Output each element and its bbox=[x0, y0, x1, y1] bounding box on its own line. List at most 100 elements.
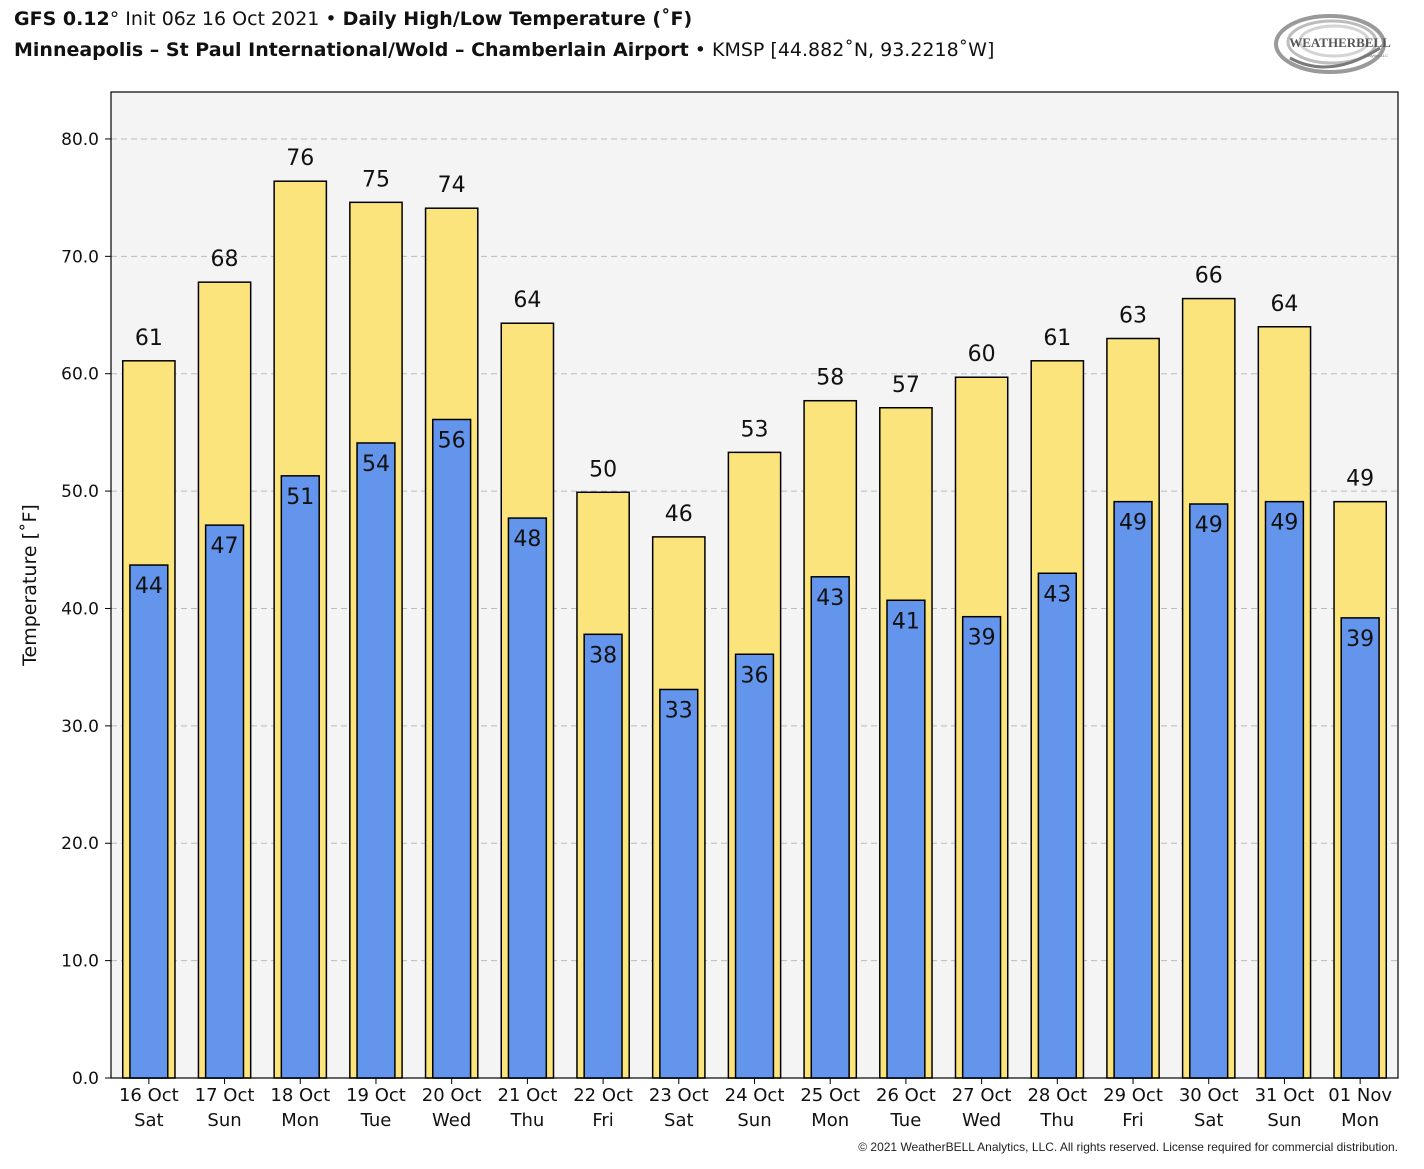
model-degree: ° bbox=[109, 8, 120, 30]
high-temp-label: 63 bbox=[1119, 304, 1147, 329]
y-tick-label: 60.0 bbox=[61, 365, 99, 385]
low-temp-label: 38 bbox=[589, 643, 617, 668]
x-tick-label-date: 24 Oct bbox=[725, 1085, 785, 1106]
subtitle-separator: • bbox=[688, 39, 713, 61]
low-temp-label: 49 bbox=[1119, 511, 1147, 536]
x-tick-label-day: Fri bbox=[1122, 1110, 1143, 1131]
x-tick-label-day: Thu bbox=[509, 1110, 544, 1131]
x-tick-label-day: Sun bbox=[207, 1110, 241, 1131]
low-temp-bar bbox=[583, 633, 623, 1079]
low-temp-label: 43 bbox=[1043, 582, 1071, 607]
weatherbell-logo: WEATHERBELL Analytics LLC bbox=[1274, 14, 1391, 74]
high-temp-label: 53 bbox=[741, 417, 769, 442]
y-tick-label: 40.0 bbox=[61, 599, 99, 619]
low-temp-label: 33 bbox=[665, 698, 693, 723]
low-temp-bar bbox=[129, 564, 169, 1079]
low-temp-label: 48 bbox=[513, 527, 541, 552]
x-tick-label-date: 27 Oct bbox=[952, 1085, 1012, 1106]
low-temp-label: 43 bbox=[816, 586, 844, 611]
x-tick-label-date: 01 Nov bbox=[1328, 1085, 1392, 1106]
low-temp-label: 47 bbox=[211, 534, 239, 559]
x-tick-label-date: 26 Oct bbox=[876, 1085, 936, 1106]
high-temp-label: 46 bbox=[665, 502, 693, 527]
high-temp-label: 75 bbox=[362, 167, 390, 192]
x-tick-label-day: Tue bbox=[890, 1110, 922, 1131]
x-tick-label-day: Tue bbox=[360, 1110, 392, 1131]
y-tick-label: 80.0 bbox=[61, 130, 99, 150]
high-temp-label: 64 bbox=[513, 288, 541, 313]
low-temp-bar bbox=[886, 599, 926, 1079]
y-tick-label: 70.0 bbox=[61, 247, 99, 267]
x-tick-label-date: 29 Oct bbox=[1103, 1085, 1163, 1106]
chart-title: GFS 0.12° Init 06z 16 Oct 2021 • Daily H… bbox=[14, 8, 692, 30]
x-tick-label-date: 16 Oct bbox=[119, 1085, 179, 1106]
low-temp-label: 36 bbox=[741, 663, 769, 688]
low-temp-bar bbox=[507, 517, 548, 1079]
high-temp-label: 74 bbox=[438, 173, 466, 198]
high-temp-label: 68 bbox=[211, 247, 239, 272]
x-tick-label-date: 28 Oct bbox=[1027, 1085, 1087, 1106]
y-tick-label: 50.0 bbox=[61, 482, 99, 502]
x-tick-label-day: Fri bbox=[592, 1110, 613, 1131]
low-temp-label: 39 bbox=[968, 626, 996, 651]
x-tick-label-date: 22 Oct bbox=[573, 1085, 633, 1106]
low-temp-bar bbox=[734, 653, 775, 1079]
high-temp-label: 76 bbox=[286, 146, 314, 171]
x-tick-label-day: Thu bbox=[1039, 1110, 1074, 1131]
x-tick-label-day: Wed bbox=[962, 1110, 1001, 1131]
x-tick-label-date: 19 Oct bbox=[346, 1085, 406, 1106]
low-temp-bar bbox=[280, 475, 320, 1079]
y-tick-label: 30.0 bbox=[61, 717, 99, 737]
copyright-notice: © 2021 WeatherBELL Analytics, LLC. All r… bbox=[858, 1140, 1398, 1154]
title-separator: • bbox=[319, 8, 343, 30]
logo-text: WEATHERBELL bbox=[1289, 35, 1391, 50]
x-tick-label-day: Sun bbox=[737, 1110, 771, 1131]
x-tick-label-day: Wed bbox=[432, 1110, 471, 1131]
x-tick-label-date: 31 Oct bbox=[1255, 1085, 1315, 1106]
init-time: Init 06z 16 Oct 2021 bbox=[119, 8, 320, 30]
low-temp-bar bbox=[961, 615, 1002, 1079]
x-tick-label-day: Sun bbox=[1267, 1110, 1301, 1131]
low-temp-bar bbox=[659, 688, 699, 1079]
y-tick-label: 20.0 bbox=[61, 834, 99, 854]
low-temp-label: 41 bbox=[892, 609, 920, 634]
x-tick-label-date: 25 Oct bbox=[800, 1085, 860, 1106]
model-name: GFS 0.12 bbox=[14, 8, 110, 30]
high-temp-label: 61 bbox=[135, 326, 163, 351]
low-temp-bar bbox=[1113, 500, 1153, 1079]
x-tick-label-date: 21 Oct bbox=[498, 1085, 558, 1106]
low-temp-bar bbox=[1264, 500, 1305, 1079]
low-temp-bar bbox=[1189, 503, 1229, 1079]
x-tick-label-day: Mon bbox=[811, 1110, 849, 1131]
low-temp-bar bbox=[1340, 617, 1380, 1079]
logo-subtext: Analytics LLC bbox=[1364, 53, 1389, 58]
x-tick-label-date: 23 Oct bbox=[649, 1085, 709, 1106]
x-tick-label-day: Sat bbox=[1194, 1110, 1224, 1131]
high-temp-label: 61 bbox=[1043, 326, 1071, 351]
high-temp-label: 49 bbox=[1346, 467, 1374, 492]
high-temp-label: 50 bbox=[589, 457, 617, 482]
low-temp-bar bbox=[204, 524, 245, 1079]
y-tick-label: 0.0 bbox=[72, 1069, 99, 1089]
y-axis-label: Temperature [˚F] bbox=[19, 504, 41, 667]
high-temp-label: 60 bbox=[968, 342, 996, 367]
x-tick-label-date: 30 Oct bbox=[1179, 1085, 1239, 1106]
high-temp-label: 58 bbox=[816, 366, 844, 391]
y-tick-label: 10.0 bbox=[61, 952, 99, 972]
x-tick-label-day: Mon bbox=[1341, 1110, 1379, 1131]
high-temp-label: 64 bbox=[1270, 292, 1298, 317]
station-id: KMSP [44.882˚N, 93.2218˚W] bbox=[712, 39, 995, 61]
low-temp-bar bbox=[432, 418, 472, 1079]
x-tick-label-date: 18 Oct bbox=[270, 1085, 330, 1106]
low-temp-label: 44 bbox=[135, 574, 163, 599]
low-temp-label: 49 bbox=[1270, 511, 1298, 536]
x-tick-label-day: Sat bbox=[664, 1110, 694, 1131]
high-temp-label: 66 bbox=[1195, 264, 1223, 289]
plot-frame bbox=[110, 91, 1399, 1079]
low-temp-label: 49 bbox=[1195, 513, 1223, 538]
high-temp-label: 57 bbox=[892, 373, 920, 398]
x-tick-label-date: 20 Oct bbox=[422, 1085, 482, 1106]
low-temp-bar bbox=[810, 576, 850, 1079]
x-tick-label-day: Mon bbox=[281, 1110, 319, 1131]
